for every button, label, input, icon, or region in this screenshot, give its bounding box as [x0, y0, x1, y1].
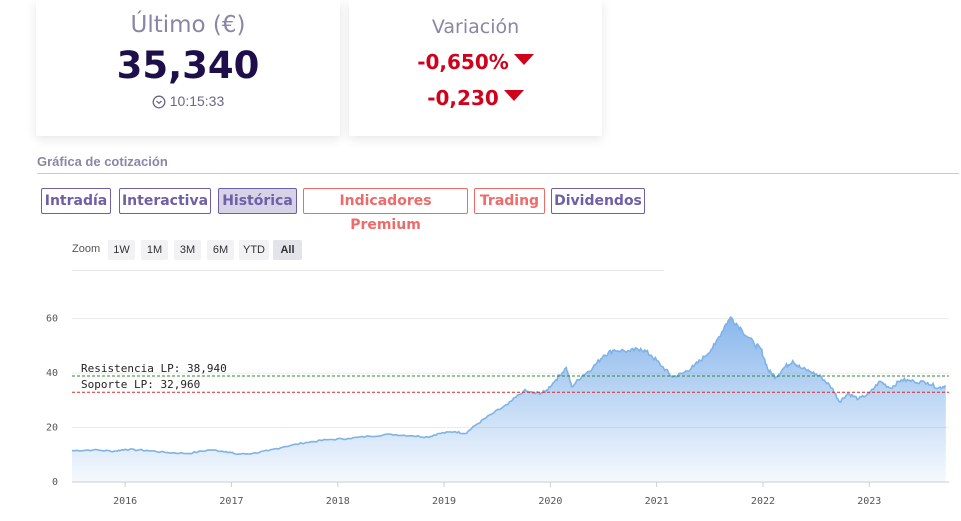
y-tick-label: 0 — [52, 477, 58, 488]
zoom-ytd-button[interactable]: YTD — [239, 240, 269, 260]
last-price-value: 35,340 — [116, 44, 260, 87]
navigator-rule — [72, 270, 664, 271]
variation-label: Variación — [431, 16, 520, 38]
last-price-card: Último (€) 35,340 10:15:33 — [36, 0, 340, 136]
variation-absolute-value: -0,230 — [427, 86, 499, 110]
y-tick-label: 60 — [46, 314, 58, 325]
y-tick-label: 40 — [46, 368, 58, 379]
level-label: Soporte LP: 32,960 — [81, 378, 200, 391]
section-title: Gráfica de cotización — [37, 154, 168, 169]
x-tick-label: 2016 — [113, 496, 137, 507]
y-tick-label: 20 — [46, 423, 58, 434]
tab-intradia[interactable]: Intradía — [41, 188, 111, 214]
variation-card: Variación -0,650% -0,230 — [349, 0, 602, 136]
level-label: Resistencia LP: 38,940 — [81, 362, 227, 375]
x-tick-label: 2023 — [857, 496, 881, 507]
down-arrow-icon — [503, 90, 524, 101]
tab-dividendos[interactable]: Dividendos — [551, 188, 645, 214]
clock-icon — [152, 95, 166, 109]
series-line — [71, 316, 947, 456]
zoom-label: Zoom — [72, 243, 101, 255]
section-divider — [37, 173, 959, 174]
variation-percent: -0,650% — [349, 50, 602, 74]
tab-historica[interactable]: Histórica — [218, 188, 297, 214]
x-tick-label: 2017 — [219, 496, 243, 507]
chart-axes: 0 20 40 60 2016 2017 2018 2019 2020 2021 2022 2023 — [46, 314, 881, 507]
quote-time-text: 10:15:33 — [169, 93, 225, 109]
x-tick-label: 2020 — [538, 496, 562, 507]
down-arrow-icon — [513, 54, 534, 65]
zoom-6m-button[interactable]: 6M — [207, 240, 234, 260]
tab-indicadores-premium[interactable]: Indicadores Premium — [303, 188, 468, 233]
quote-time: 10:15:33 — [36, 93, 340, 109]
zoom-all-button[interactable]: All — [273, 240, 302, 260]
variation-absolute: -0,230 — [349, 86, 602, 110]
series-area — [72, 317, 946, 482]
x-tick-label: 2022 — [751, 496, 775, 507]
variation-percent-value: -0,650% — [417, 50, 509, 74]
chart-series — [71, 316, 947, 482]
chart-levels: Resistencia LP: 38,940 Soporte LP: 32,960 — [72, 362, 949, 393]
x-tick-label: 2018 — [326, 496, 350, 507]
x-tick-label: 2021 — [645, 496, 669, 507]
x-tick-label: 2019 — [432, 496, 456, 507]
zoom-1w-button[interactable]: 1W — [108, 240, 135, 260]
last-price-label: Último (€) — [130, 12, 246, 38]
zoom-3m-button[interactable]: 3M — [174, 240, 201, 260]
tab-trading[interactable]: Trading — [474, 188, 545, 214]
tab-interactiva[interactable]: Interactiva — [119, 188, 211, 214]
zoom-1m-button[interactable]: 1M — [141, 240, 168, 260]
